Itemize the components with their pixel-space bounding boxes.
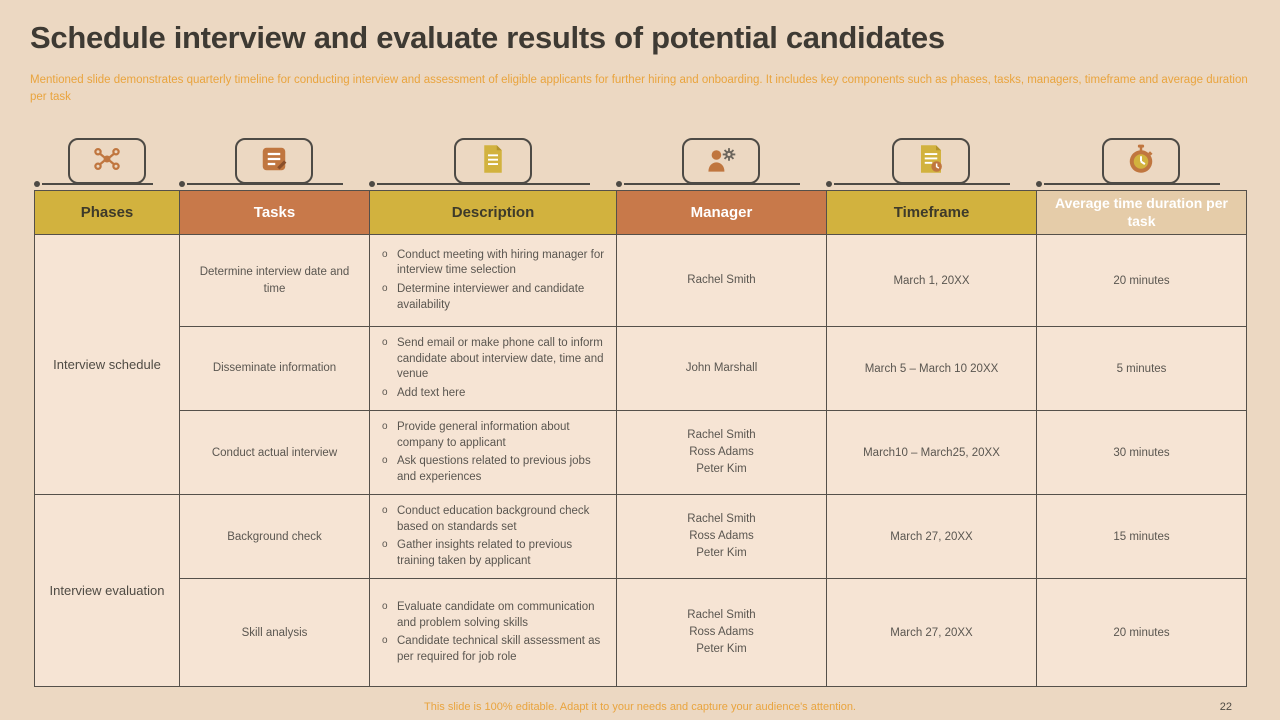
connector-line bbox=[1044, 183, 1220, 185]
column-header-tasks: Tasks bbox=[179, 190, 370, 235]
icon-frame bbox=[892, 138, 970, 184]
tasks-icon-group bbox=[179, 136, 369, 190]
connector-line bbox=[42, 183, 153, 185]
stopwatch-icon bbox=[1126, 144, 1156, 179]
timeframe-cell: March 27, 20XX bbox=[826, 494, 1037, 580]
duration-cell: 5 minutes bbox=[1036, 325, 1247, 412]
timeframe-icon-group bbox=[826, 136, 1036, 190]
connector-line bbox=[624, 183, 800, 185]
connector-dot bbox=[826, 181, 832, 187]
task-cell: Determine interview date and time bbox=[179, 234, 370, 327]
description-bullet: Provide general information about compan… bbox=[380, 420, 606, 451]
phases-icon-group bbox=[34, 136, 179, 190]
column-header-manager: Manager bbox=[616, 190, 827, 235]
connector-line bbox=[187, 183, 343, 185]
icon-frame bbox=[235, 138, 313, 184]
column-header-timeframe: Timeframe bbox=[826, 190, 1037, 235]
icon-frame bbox=[67, 138, 146, 184]
report-clock-icon bbox=[917, 144, 945, 179]
manager-gear-icon bbox=[705, 144, 737, 179]
duration-icon-group bbox=[1036, 136, 1246, 190]
manager-cell: Rachel Smith Ross Adams Peter Kim bbox=[616, 494, 827, 580]
connector-dot bbox=[179, 181, 185, 187]
timeframe-cell: March 27, 20XX bbox=[826, 578, 1037, 688]
manager-icon-group bbox=[616, 136, 826, 190]
connector-line bbox=[377, 183, 590, 185]
table-row: Interview evaluation Background check Co… bbox=[34, 494, 1247, 688]
column-icons-row bbox=[34, 136, 1246, 190]
description-bullet: Gather insights related to previous trai… bbox=[380, 538, 606, 569]
timeframe-cell: March 1, 20XX bbox=[826, 234, 1037, 327]
timeframe-cell: March 5 – March 10 20XX bbox=[826, 325, 1037, 412]
description-cell: Evaluate candidate om communication and … bbox=[369, 578, 617, 688]
table-row: Skill analysis Evaluate candidate om com… bbox=[35, 578, 1247, 688]
description-cell: Provide general information about compan… bbox=[369, 410, 617, 496]
manager-cell: Rachel Smith bbox=[616, 234, 827, 327]
connector-dot bbox=[34, 181, 40, 187]
description-bullet: Conduct education background check based… bbox=[380, 504, 606, 535]
description-bullet: Determine interviewer and candidate avai… bbox=[380, 282, 606, 313]
description-icon-group bbox=[369, 136, 616, 190]
description-bullet: Send email or make phone call to inform … bbox=[380, 336, 606, 383]
description-bullet: Conduct meeting with hiring manager for … bbox=[380, 248, 606, 279]
table-row: Conduct actual interview Provide general… bbox=[35, 410, 1247, 496]
page-number: 22 bbox=[1219, 701, 1232, 713]
column-header-duration: Average time duration per task bbox=[1036, 190, 1247, 235]
column-header-description: Description bbox=[369, 190, 617, 235]
icon-frame bbox=[453, 138, 532, 184]
page-title: Schedule interview and evaluate results … bbox=[30, 20, 945, 55]
manager-cell: Rachel Smith Ross Adams Peter Kim bbox=[616, 410, 827, 496]
checklist-icon bbox=[259, 144, 289, 179]
task-cell: Disseminate information bbox=[179, 325, 370, 412]
description-bullet: Ask questions related to previous jobs a… bbox=[380, 454, 606, 485]
connector-dot bbox=[369, 181, 375, 187]
icon-frame bbox=[1102, 138, 1180, 184]
duration-cell: 30 minutes bbox=[1036, 410, 1247, 496]
header-row: Phases Tasks Description Manager Timefra… bbox=[34, 190, 1247, 235]
description-bullet: Evaluate candidate om communication and … bbox=[380, 600, 606, 631]
timeframe-cell: March10 – March25, 20XX bbox=[826, 410, 1037, 496]
description-bullet: Candidate technical skill assessment as … bbox=[380, 634, 606, 665]
footer-note: This slide is 100% editable. Adapt it to… bbox=[424, 701, 856, 713]
phase-cell-interview-evaluation: Interview evaluation bbox=[34, 494, 180, 688]
task-cell: Conduct actual interview bbox=[179, 410, 370, 496]
connector-line bbox=[834, 183, 1010, 185]
task-cell: Skill analysis bbox=[179, 578, 370, 688]
duration-cell: 15 minutes bbox=[1036, 494, 1247, 580]
description-cell: Conduct education background check based… bbox=[369, 494, 617, 580]
connector-dot bbox=[1036, 181, 1042, 187]
table-row: Disseminate information Send email or ma… bbox=[35, 325, 1247, 412]
phase-cell-interview-schedule: Interview schedule bbox=[34, 233, 180, 496]
schedule-table-container: Phases Tasks Description Manager Timefra… bbox=[34, 190, 1247, 688]
duration-cell: 20 minutes bbox=[1036, 234, 1247, 327]
network-icon bbox=[92, 144, 122, 179]
icon-frame bbox=[682, 138, 760, 184]
manager-cell: Rachel Smith Ross Adams Peter Kim bbox=[616, 578, 827, 688]
task-cell: Background check bbox=[179, 494, 370, 580]
duration-cell: 20 minutes bbox=[1036, 578, 1247, 688]
connector-dot bbox=[616, 181, 622, 187]
document-icon bbox=[480, 144, 506, 179]
schedule-table: Phases Tasks Description Manager Timefra… bbox=[34, 190, 1247, 688]
description-cell: Send email or make phone call to inform … bbox=[369, 325, 617, 412]
manager-cell: John Marshall bbox=[616, 325, 827, 412]
slide-subtitle: Mentioned slide demonstrates quarterly t… bbox=[30, 74, 1248, 104]
table-row: Interview schedule Determine interview d… bbox=[34, 233, 1247, 496]
column-header-phases: Phases bbox=[34, 190, 180, 235]
description-cell: Conduct meeting with hiring manager for … bbox=[369, 234, 617, 327]
description-bullet: Add text here bbox=[380, 386, 606, 402]
